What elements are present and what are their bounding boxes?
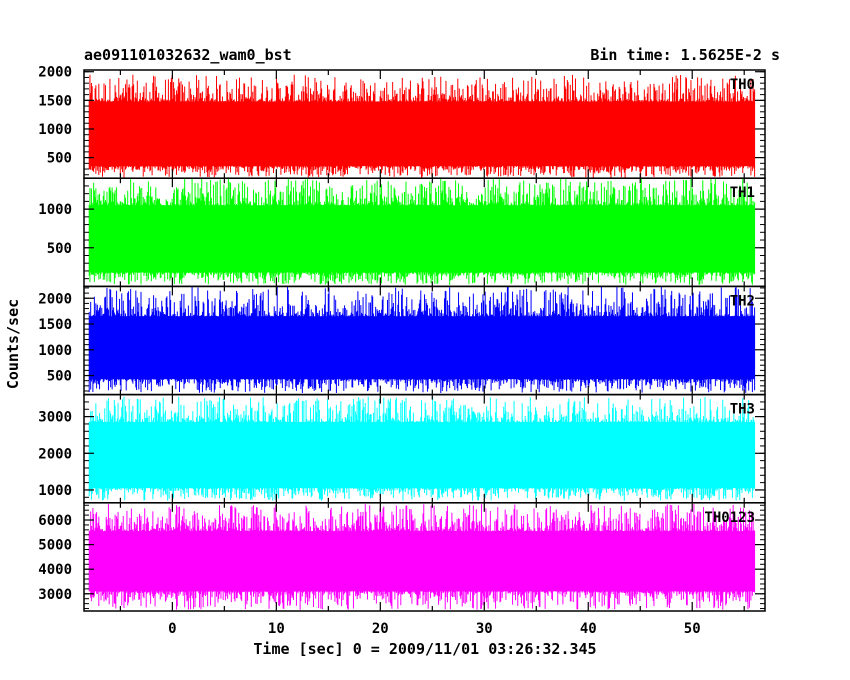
y-tick-label: 1500 [38, 317, 72, 333]
y-tick-label: 1000 [38, 343, 72, 359]
y-tick-label: 5000 [38, 538, 72, 554]
panel-label-th1: TH1 [730, 185, 755, 201]
y-tick-label: 500 [47, 369, 72, 385]
chart-title: ae091101032632_wam0_bst [84, 46, 292, 64]
y-tick-label: 2000 [38, 291, 72, 307]
panel-frame [83, 502, 766, 612]
y-tick-label: 500 [47, 151, 72, 167]
y-tick-label: 1000 [38, 202, 72, 218]
x-tick-label: 0 [168, 621, 176, 637]
panel-label-th3: TH3 [730, 402, 755, 418]
series-th1 [88, 178, 756, 285]
y-axis-label: Counts/sec [4, 299, 22, 389]
y-tick-label: 6000 [38, 513, 72, 529]
y-tick-label: 3000 [38, 587, 72, 603]
series-th3 [88, 396, 756, 501]
x-axis: 0 10 20 30 40 50 [168, 621, 700, 637]
y-tick-label: 2000 [38, 446, 72, 462]
panel-label-th0: TH0 [730, 77, 755, 93]
x-tick-label: 10 [268, 621, 285, 637]
y-tick-label: 1500 [38, 93, 72, 109]
y-tick-label: 500 [47, 241, 72, 257]
panel-label-th2: TH2 [730, 293, 755, 309]
series-th0 [88, 74, 756, 178]
y-tick-label: 2000 [38, 65, 72, 81]
y-tick-label: 4000 [38, 562, 72, 578]
panels: 500 1000 1500 2000 TH0 500 1000 TH1 500 1000 1500 2… [38, 65, 766, 612]
y-tick-label: 3000 [38, 410, 72, 426]
panel-th2: 500 1000 1500 2000 TH2 [38, 285, 766, 396]
x-tick-label: 40 [580, 621, 597, 637]
series-th2 [88, 286, 756, 394]
y-tick-label: 1000 [38, 122, 72, 138]
x-tick-label: 50 [684, 621, 701, 637]
bin-time-label: Bin time: 1.5625E-2 s [590, 46, 780, 64]
y-tick-label: 1000 [38, 483, 72, 499]
x-tick-label: 20 [372, 621, 389, 637]
panel-th3: 1000 2000 3000 TH3 [38, 393, 766, 504]
panel-th0: 500 1000 1500 2000 TH0 [38, 65, 766, 179]
series-th0123 [88, 504, 756, 610]
x-tick-label: 30 [476, 621, 493, 637]
panel-th0123: 3000 4000 5000 6000 TH0123 [38, 502, 766, 612]
panel-th1: 500 1000 TH1 [38, 177, 766, 288]
x-axis-label: Time [sec] 0 = 2009/11/01 03:26:32.345 [253, 640, 596, 658]
panel-label-th0123: TH0123 [704, 510, 755, 526]
